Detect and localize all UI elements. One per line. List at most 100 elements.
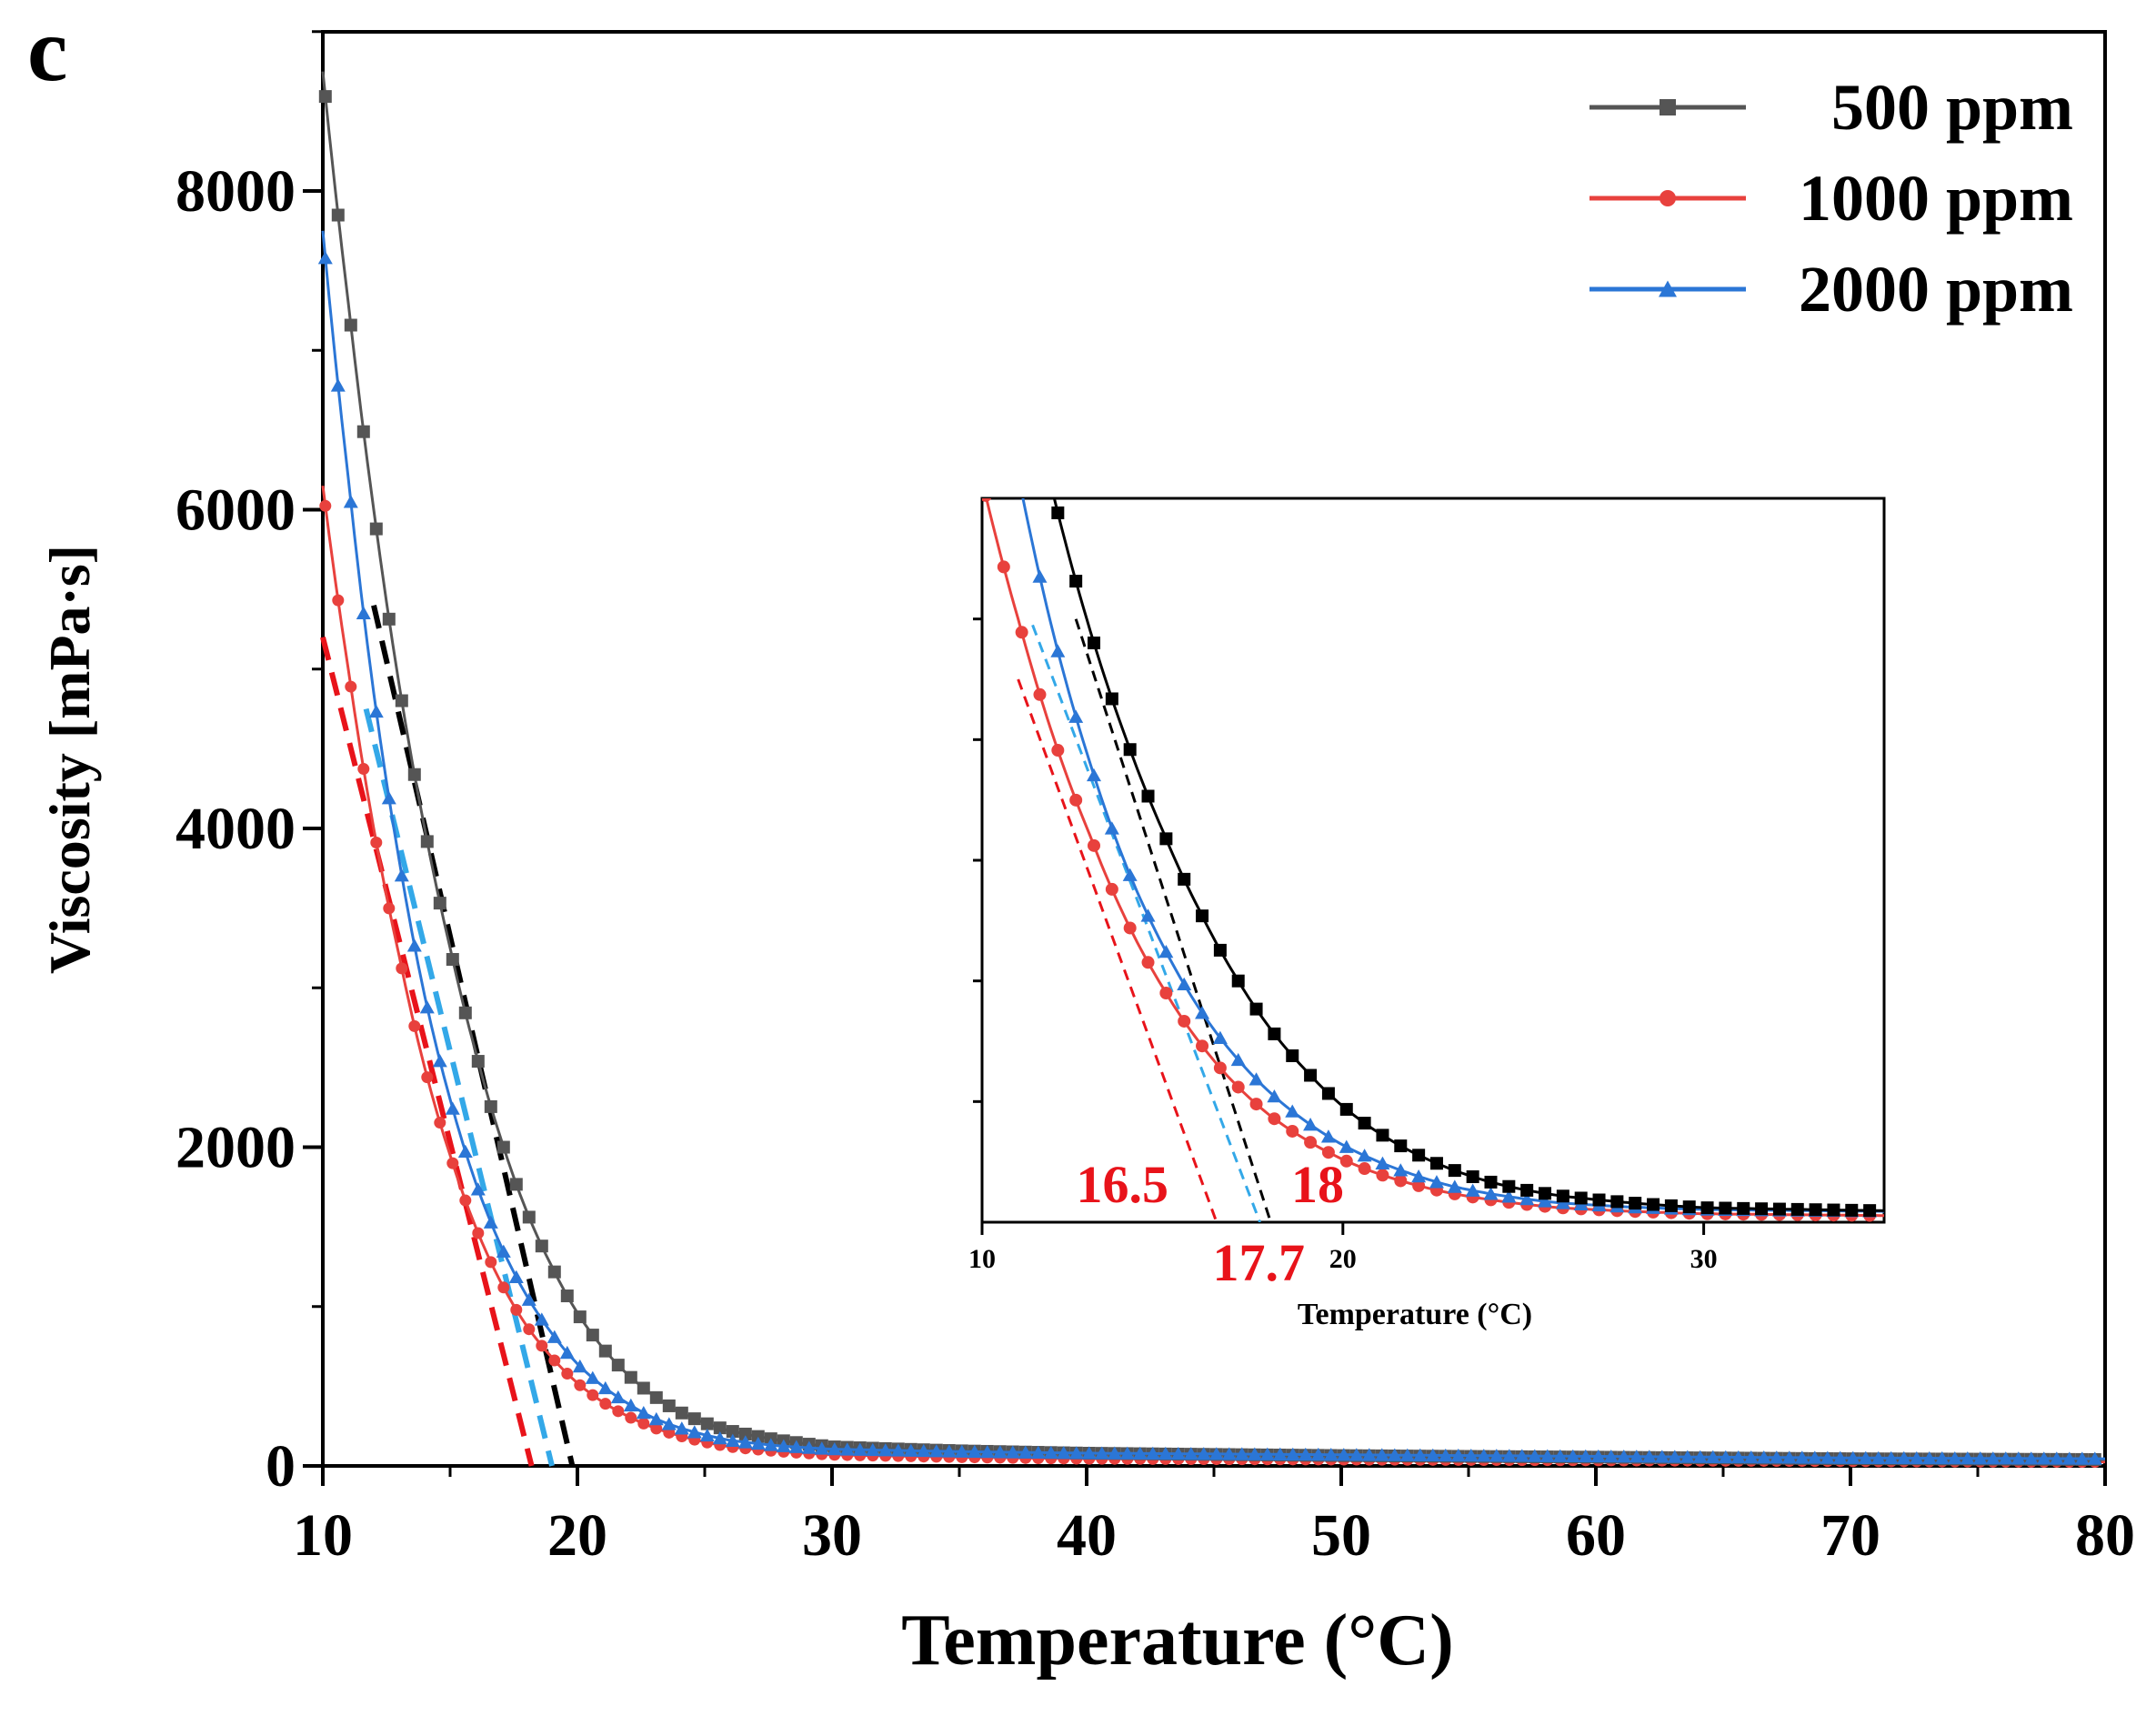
data-point [598, 1344, 612, 1358]
tangent-line [371, 604, 576, 1467]
data-point [1514, 1449, 1529, 1462]
data-point [700, 1417, 714, 1430]
data-point [356, 606, 371, 619]
data-point [420, 835, 434, 848]
inset-data-point [1772, 1202, 1786, 1216]
data-point [433, 897, 446, 910]
data-point [1730, 1450, 1746, 1464]
data-point [1718, 1450, 1733, 1464]
data-point [1196, 1447, 1211, 1460]
data-point [396, 962, 408, 975]
inset-data-point [1285, 1104, 1300, 1118]
inset-series [1051, 498, 1884, 1218]
data-point [457, 1144, 473, 1159]
data-point [1680, 1450, 1695, 1463]
inset-data-point [1140, 908, 1156, 922]
data-point [1501, 1449, 1517, 1462]
inset-data-point [1104, 821, 1119, 835]
inset-data-point [1196, 1039, 1209, 1053]
data-point [445, 1101, 460, 1115]
data-point [509, 1178, 523, 1191]
data-point [1832, 1450, 1848, 1464]
inset-annotation: 18 [1291, 1155, 1344, 1214]
data-point [369, 522, 383, 536]
data-point [865, 1442, 880, 1457]
inset-data-point [1178, 1014, 1191, 1028]
inset-data-point [1069, 575, 1083, 588]
inset-data-point [1321, 1146, 1335, 1159]
data-point [610, 1390, 626, 1404]
data-point [1845, 1450, 1860, 1464]
inset-data-point [1394, 1139, 1408, 1153]
data-point [1476, 1449, 1491, 1462]
data-point [814, 1441, 829, 1455]
legend-item: 1000 ppm [1589, 162, 2073, 235]
inset-data-point [1286, 1049, 1299, 1062]
data-point [1349, 1448, 1364, 1461]
data-point [1208, 1447, 1224, 1460]
inset-data-point [1484, 1175, 1498, 1189]
inset-data-point [1249, 1002, 1263, 1016]
data-point [421, 1071, 434, 1084]
data-point [2087, 1451, 2102, 1465]
data-point [1578, 1449, 1593, 1463]
data-point [572, 1359, 587, 1373]
data-point [485, 1256, 497, 1269]
x-tick-label: 80 [2075, 1502, 2135, 1569]
legend-label: 500 ppm [1831, 71, 2073, 144]
data-point [2061, 1451, 2077, 1465]
data-point [573, 1310, 587, 1324]
data-point [587, 1389, 599, 1401]
data-point [472, 1227, 485, 1239]
data-point [319, 499, 332, 512]
data-point [928, 1444, 944, 1458]
inset-data-point [1393, 1163, 1409, 1177]
data-point [1132, 1446, 1148, 1460]
data-point [434, 1117, 446, 1129]
inset-data-point [1051, 506, 1065, 519]
inset-data-point [1519, 1191, 1535, 1206]
data-point [497, 1281, 510, 1294]
data-point [597, 1380, 613, 1395]
x-tick-label: 40 [1057, 1502, 1117, 1569]
inset-data-point [1501, 1189, 1517, 1203]
inset-data-point [1015, 626, 1028, 639]
inset-data-point [1178, 872, 1191, 886]
data-point [1399, 1448, 1415, 1461]
inset-data-point [1014, 498, 1029, 499]
data-point [1005, 1445, 1020, 1459]
data-point [801, 1440, 817, 1454]
data-point [1298, 1447, 1313, 1461]
inset-tangent-line [1031, 624, 1261, 1222]
legend-item: 500 ppm [1589, 71, 2073, 144]
data-point [395, 694, 408, 707]
data-point [332, 594, 345, 607]
y-tick-label: 6000 [175, 477, 296, 544]
data-point [1259, 1447, 1275, 1460]
y-tick-label: 4000 [175, 796, 296, 862]
inset-data-point [1592, 1193, 1606, 1207]
inset-data-point [1682, 1200, 1696, 1214]
inset-data-point [1502, 1179, 1516, 1193]
inset-data-point [982, 498, 992, 502]
data-point [967, 1444, 982, 1459]
data-point [1438, 1448, 1453, 1462]
inset-data-point [1051, 744, 1065, 758]
data-point [1170, 1446, 1186, 1460]
data-point [624, 1370, 637, 1384]
data-point [737, 1435, 753, 1449]
data-point [1221, 1447, 1237, 1460]
inset-data-point [1358, 1162, 1371, 1176]
data-point [1947, 1450, 1962, 1465]
inset-data-point [1610, 1195, 1624, 1209]
data-point [510, 1303, 523, 1316]
data-point [1119, 1446, 1135, 1460]
data-point [712, 1431, 727, 1445]
inset-data-point [1159, 986, 1173, 999]
y-tick-label: 8000 [175, 158, 296, 225]
data-point [1960, 1451, 1975, 1465]
inset-data-point [1376, 1129, 1389, 1142]
data-point [1247, 1447, 1262, 1460]
data-point [1909, 1450, 1924, 1465]
